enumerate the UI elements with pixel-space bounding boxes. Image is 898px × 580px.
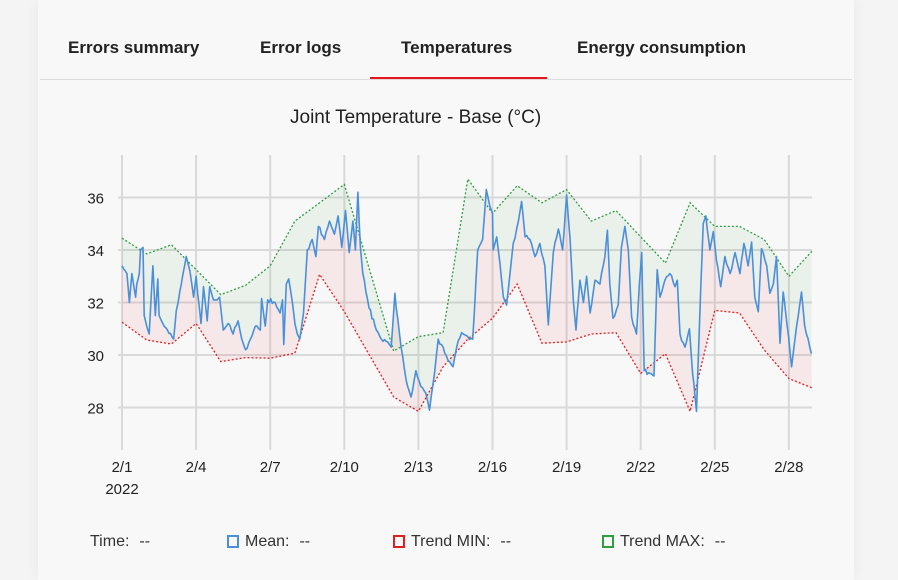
- trend-min-value: --: [500, 533, 512, 550]
- trend-max-label: Trend MAX:: [620, 533, 705, 550]
- trend-min-checkbox-icon[interactable]: [393, 535, 405, 548]
- mean-value: --: [299, 533, 311, 550]
- y-tick-label: 28: [87, 401, 104, 418]
- x-tick-label: 2/13: [404, 459, 433, 476]
- x-tick-label: 2/28: [774, 459, 803, 476]
- tab-divider: [40, 79, 852, 80]
- time-value: --: [139, 533, 151, 550]
- legend-trend-min[interactable]: Trend MIN: --: [393, 533, 511, 551]
- tab-temperatures[interactable]: Temperatures: [401, 38, 513, 57]
- tab-energy-consumption[interactable]: Energy consumption: [577, 38, 747, 57]
- trend-max-checkbox-icon[interactable]: [602, 535, 614, 548]
- x-tick-label: 2/4: [186, 459, 207, 476]
- chart-card: [38, 0, 854, 580]
- trend-min-line: [121, 272, 813, 414]
- x-tick-label: 2/7: [260, 459, 281, 476]
- mean-checkbox-icon[interactable]: [227, 535, 239, 548]
- y-tick-label: 30: [87, 348, 104, 365]
- time-label: Time:: [90, 533, 130, 550]
- trend-min-band: [122, 189, 812, 412]
- x-tick-year-label: 2022: [105, 481, 138, 498]
- trend-max-value: --: [714, 533, 726, 550]
- y-tick-label: 32: [87, 296, 104, 313]
- mean-label: Mean:: [245, 533, 290, 550]
- chart-title: Joint Temperature - Base (°C): [290, 107, 542, 128]
- legend-trend-max[interactable]: Trend MAX: --: [602, 533, 725, 551]
- active-tab-indicator: [370, 77, 547, 79]
- legend-time: Time: --: [90, 533, 150, 551]
- x-tick-label: 2/16: [478, 459, 507, 476]
- y-tick-label: 34: [87, 243, 104, 260]
- trend-max-band: [122, 179, 812, 412]
- x-tick-label: 2/1: [112, 459, 133, 476]
- trend-min-label: Trend MIN:: [411, 533, 491, 550]
- tab-error-logs[interactable]: Error logs: [260, 38, 342, 57]
- y-tick-label: 36: [87, 191, 104, 208]
- x-tick-label: 2/10: [330, 459, 359, 476]
- tab-errors-summary[interactable]: Errors summary: [68, 38, 200, 57]
- x-tick-label: 2/25: [700, 459, 729, 476]
- x-tick-label: 2/19: [552, 459, 581, 476]
- legend-mean[interactable]: Mean: --: [227, 533, 310, 551]
- x-tick-label: 2/22: [626, 459, 655, 476]
- mean-line: [121, 188, 813, 413]
